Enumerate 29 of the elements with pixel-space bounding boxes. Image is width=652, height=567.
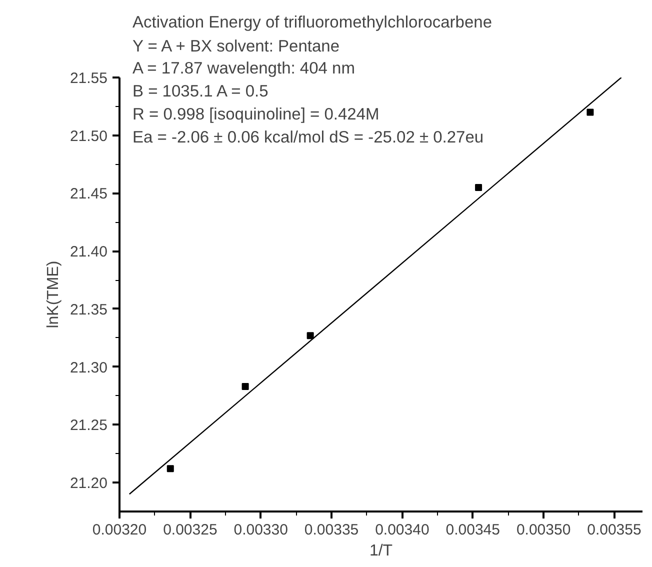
- x-tick-label: 0.00335: [304, 522, 359, 538]
- y-tick-label: 21.20: [70, 475, 108, 492]
- point: [242, 383, 249, 390]
- y-tick-label: 21.30: [70, 359, 108, 376]
- text: A = 17.87 wavelength: 404 nm: [132, 60, 355, 78]
- x-axis-title: 1/T: [369, 542, 393, 560]
- y-tick-label: 21.40: [70, 244, 108, 261]
- annotation: R = 0.998 [isoquinoline] = 0.424M: [132, 106, 380, 124]
- point: [586, 108, 594, 116]
- x-tick-label: 0.00350: [516, 522, 571, 538]
- x-tick-label: 0.00330: [234, 522, 288, 538]
- y-tick-label: 21.35: [70, 301, 108, 318]
- annotation: B = 1035.1 A = 0.5: [132, 82, 268, 100]
- chart-title: Activation Energy of trifluoromethylchlorocarbene: [132, 14, 492, 32]
- text: Y = A + BX solvent: Pentane: [132, 38, 340, 56]
- x-tick-label: 0.00340: [375, 522, 430, 538]
- y-tick-label: 21.50: [70, 128, 108, 145]
- point: [166, 465, 174, 472]
- point: [475, 184, 482, 191]
- y-tick-label: 21.25: [70, 417, 108, 434]
- x-tick-label: 0.00355: [587, 522, 642, 538]
- y-tick-label: 21.45: [70, 186, 108, 203]
- x-tick-label: 0.00320: [92, 522, 147, 538]
- annotation: Ea = -2.06 ± 0.06 kcal/mol dS = -25.02 ± 0.27eu: [132, 128, 484, 146]
- x-tick-label: 0.00345: [446, 522, 500, 538]
- x-tick-label: 0.00325: [163, 522, 218, 538]
- y-tick-label: 21.55: [70, 70, 108, 87]
- point: [306, 332, 314, 340]
- y-axis-title: lnK(TME): [44, 260, 62, 328]
